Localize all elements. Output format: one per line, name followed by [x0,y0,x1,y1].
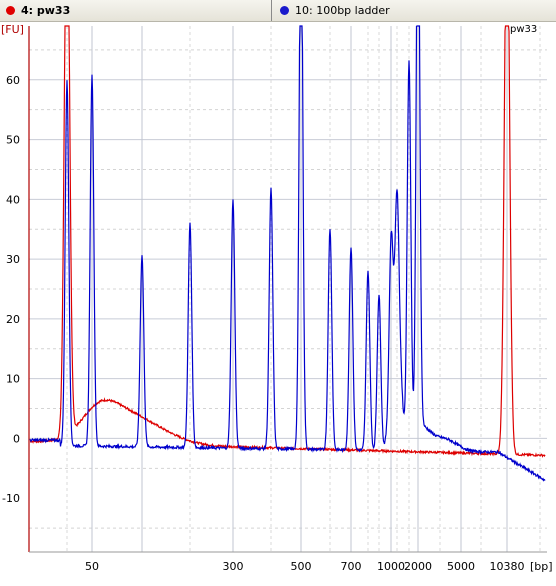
tab-bar: 4: pw33 10: 100bp ladder [0,0,556,22]
x-tick-label: 500 [291,560,312,573]
x-tick-label: 10380 [490,560,525,573]
sample-tag-label: pw33 [510,24,537,35]
y-unit-label: [FU] [1,23,24,36]
series-line-pw33 [29,25,546,458]
tab-label: 10: 100bp ladder [295,4,390,17]
y-tick-label: 30 [6,253,20,266]
tab-sample-pw33[interactable]: 4: pw33 [0,0,272,21]
x-tick-label: 1000 [377,560,405,573]
x-tick-label: 5000 [447,560,475,573]
x-unit-label: [bp] [530,560,553,573]
x-tick-label: 700 [341,560,362,573]
electropherogram-chart: [FU] pw33 [bp] -10 0 10 20 30 40 50 60 50 300 500… [1,23,553,573]
y-tick-label: 0 [13,432,20,445]
x-tick-label: 2000 [404,560,432,573]
x-tick-labels: 50 300 500 700 1000 2000 5000 10380 [85,560,525,573]
y-tick-label: 10 [6,373,20,386]
red-dot-icon [6,6,15,15]
x-tick-label: 50 [85,560,99,573]
y-tick-label: 40 [6,193,20,206]
blue-dot-icon [280,6,289,15]
x-tick-label: 300 [223,560,244,573]
tab-label: 4: pw33 [21,4,71,17]
series-line-100bp-ladder [29,25,546,482]
y-tick-label: 60 [6,74,20,87]
grid-lines [29,26,547,552]
y-tick-label: -10 [2,492,20,505]
y-tick-label: 50 [6,134,20,147]
y-tick-labels: -10 0 10 20 30 40 50 60 [2,74,20,505]
y-tick-label: 20 [6,313,20,326]
tab-ladder[interactable]: 10: 100bp ladder [272,0,390,21]
